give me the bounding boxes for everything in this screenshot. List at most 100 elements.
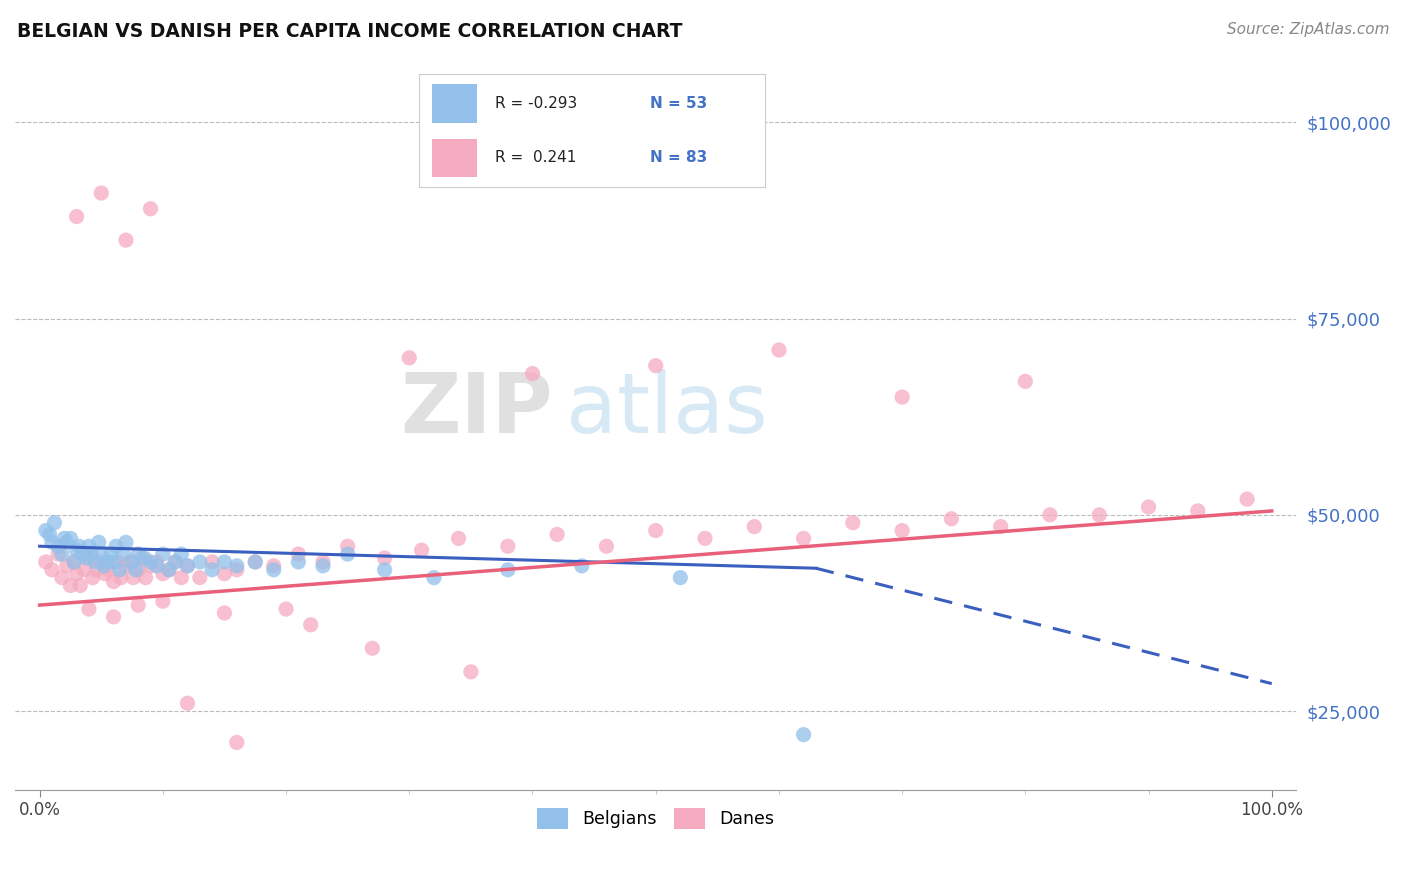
Point — [793, 532, 815, 546]
Point — [1039, 508, 1062, 522]
Point — [287, 547, 309, 561]
Point — [139, 558, 162, 573]
Point — [51, 547, 73, 561]
Point — [145, 555, 167, 569]
Point — [742, 519, 765, 533]
Point — [41, 563, 63, 577]
Point — [1137, 500, 1160, 514]
Point — [571, 558, 593, 573]
Point — [214, 606, 236, 620]
Point — [67, 539, 90, 553]
Point — [122, 571, 145, 585]
Point — [51, 571, 73, 585]
Point — [214, 566, 236, 581]
Point — [53, 532, 76, 546]
Point — [522, 367, 544, 381]
Point — [46, 539, 69, 553]
Point — [361, 641, 384, 656]
Point — [225, 563, 247, 577]
Point — [87, 535, 110, 549]
Point — [176, 558, 198, 573]
Point — [44, 516, 66, 530]
Point — [693, 532, 716, 546]
Point — [398, 351, 420, 365]
Point — [135, 571, 157, 585]
Point — [941, 512, 963, 526]
Point — [496, 539, 519, 553]
Text: atlas: atlas — [567, 369, 768, 450]
Point — [595, 539, 617, 553]
Point — [77, 539, 100, 553]
Point — [112, 547, 135, 561]
Point — [94, 566, 117, 581]
Point — [201, 555, 224, 569]
Point — [127, 563, 149, 577]
Point — [188, 571, 211, 585]
Point — [63, 555, 86, 569]
Point — [225, 735, 247, 749]
Point — [103, 574, 125, 589]
Point — [77, 551, 100, 566]
Point — [90, 186, 112, 200]
Point — [312, 558, 335, 573]
Point — [103, 555, 125, 569]
Point — [768, 343, 790, 357]
Point — [225, 558, 247, 573]
Point — [59, 532, 82, 546]
Point — [127, 598, 149, 612]
Point — [152, 566, 174, 581]
Point — [188, 555, 211, 569]
Point — [176, 558, 198, 573]
Point — [65, 210, 87, 224]
Legend: Belgians, Danes: Belgians, Danes — [530, 800, 782, 836]
Point — [496, 563, 519, 577]
Point — [139, 202, 162, 216]
Point — [80, 547, 103, 561]
Point — [263, 558, 285, 573]
Point — [669, 571, 692, 585]
Point — [157, 563, 180, 577]
Point — [152, 547, 174, 561]
Point — [41, 535, 63, 549]
Point — [105, 539, 128, 553]
Point — [97, 563, 120, 577]
Point — [86, 563, 108, 577]
Point — [411, 543, 433, 558]
Point — [245, 555, 267, 569]
Point — [63, 555, 86, 569]
Point — [38, 527, 60, 541]
Point — [274, 602, 297, 616]
Point — [1014, 375, 1036, 389]
Point — [214, 555, 236, 569]
Point — [75, 551, 97, 566]
Point — [263, 563, 285, 577]
Point — [312, 555, 335, 569]
Point — [82, 571, 104, 585]
Point — [115, 535, 138, 549]
Point — [121, 555, 143, 569]
Text: ZIP: ZIP — [401, 369, 553, 450]
Point — [336, 547, 359, 561]
Point — [35, 524, 58, 538]
Point — [644, 359, 666, 373]
Point — [139, 555, 162, 569]
Point — [90, 547, 112, 561]
Point — [546, 527, 568, 541]
Point — [73, 563, 96, 577]
Point — [110, 571, 132, 585]
Point — [336, 539, 359, 553]
Point — [35, 555, 58, 569]
Point — [84, 555, 107, 569]
Point — [201, 563, 224, 577]
Point — [134, 551, 156, 566]
Text: Source: ZipAtlas.com: Source: ZipAtlas.com — [1226, 22, 1389, 37]
Point — [245, 555, 267, 569]
Point — [299, 617, 322, 632]
Point — [176, 696, 198, 710]
Point — [105, 555, 128, 569]
Point — [990, 519, 1012, 533]
Point — [59, 578, 82, 592]
Point — [891, 524, 914, 538]
Point — [165, 555, 187, 569]
Point — [170, 571, 193, 585]
